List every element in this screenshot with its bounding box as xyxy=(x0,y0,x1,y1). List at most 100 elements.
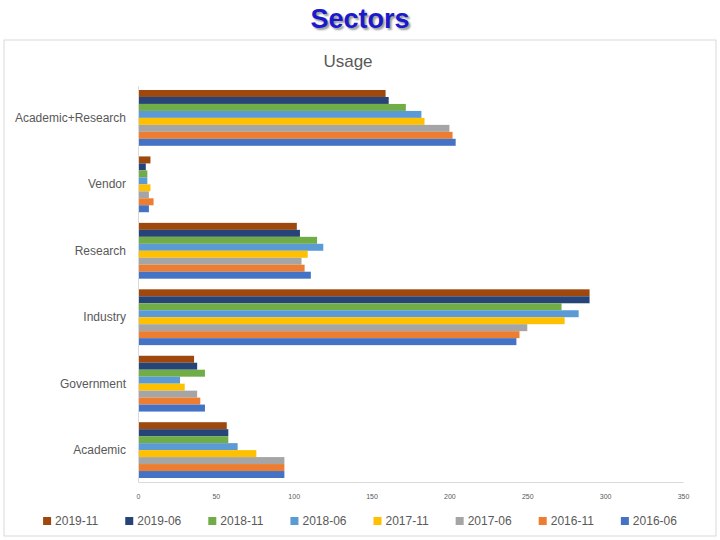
legend-item: 2017-11 xyxy=(374,514,429,528)
bar xyxy=(138,132,453,139)
y-tick: Government xyxy=(60,377,138,391)
bar xyxy=(138,317,565,324)
legend: 2019-11 2019-06 2018-11 2018-06 2017-11 2017-… xyxy=(43,514,677,528)
bar xyxy=(138,258,302,265)
legend-item: 2016-11 xyxy=(539,514,594,528)
legend-label: 2019-11 xyxy=(55,514,98,528)
bar xyxy=(138,422,227,429)
series xyxy=(138,111,579,450)
bar xyxy=(138,296,590,303)
y-tick: Vendor xyxy=(88,177,138,191)
bar xyxy=(138,118,425,125)
x-tick: 100 xyxy=(288,482,300,500)
bar xyxy=(138,391,197,398)
bar xyxy=(138,324,527,331)
plot: 050100150200250300350Academic+ResearchVe… xyxy=(15,87,690,500)
x-tick-label: 150 xyxy=(366,493,378,500)
legend-swatch xyxy=(374,517,382,525)
legend-item: 2019-11 xyxy=(43,514,98,528)
bar xyxy=(138,265,305,272)
legend-label: 2018-06 xyxy=(302,514,346,528)
bar xyxy=(138,251,308,258)
bar xyxy=(138,289,590,296)
bar xyxy=(138,338,516,345)
bars xyxy=(138,90,590,478)
legend-label: 2016-11 xyxy=(551,514,594,528)
series xyxy=(138,90,590,429)
bar xyxy=(138,205,149,212)
bar xyxy=(138,303,562,310)
legend-label: 2017-06 xyxy=(468,514,512,528)
legend-swatch xyxy=(208,517,216,525)
y-tick-label: Research xyxy=(75,244,126,258)
x-tick: 250 xyxy=(522,482,534,500)
bar xyxy=(138,398,200,405)
bar xyxy=(138,370,205,377)
bar xyxy=(138,191,149,198)
bar xyxy=(138,363,197,370)
series xyxy=(138,132,520,471)
bar xyxy=(138,184,150,191)
series xyxy=(138,104,562,443)
x-tick-label: 350 xyxy=(678,493,690,500)
legend-swatch xyxy=(290,517,298,525)
series xyxy=(138,125,527,464)
bar xyxy=(138,457,284,464)
x-axis-line xyxy=(139,482,684,483)
x-tick-label: 100 xyxy=(288,493,300,500)
legend-label: 2018-11 xyxy=(220,514,263,528)
bar xyxy=(138,384,185,391)
y-axis-line xyxy=(138,87,139,483)
bar xyxy=(138,111,421,118)
bar xyxy=(138,163,146,170)
y-tick: Industry xyxy=(83,310,138,324)
bar xyxy=(138,156,150,163)
x-tick-label: 300 xyxy=(600,493,612,500)
x-tick: 200 xyxy=(444,482,456,500)
x-tick-label: 0 xyxy=(137,493,141,500)
y-axis: Academic+Research Vendor Research Industry G… xyxy=(15,87,139,483)
y-tick-label: Academic xyxy=(73,443,126,457)
x-tick-label: 200 xyxy=(444,493,456,500)
legend-swatch xyxy=(456,517,464,525)
bar xyxy=(138,464,284,471)
bar xyxy=(138,377,180,384)
bar xyxy=(138,170,147,177)
chart-frame xyxy=(4,40,716,536)
y-tick-label: Academic+Research xyxy=(15,111,126,125)
y-tick: Academic+Research xyxy=(15,111,138,125)
bar xyxy=(138,429,228,436)
bar xyxy=(138,471,284,478)
legend-swatch xyxy=(621,517,629,525)
legend-swatch xyxy=(125,517,133,525)
chart-title: Usage xyxy=(323,52,372,71)
bar xyxy=(138,104,406,111)
y-tick: Research xyxy=(75,244,138,258)
bar xyxy=(138,230,300,237)
bar xyxy=(138,97,389,104)
legend-item: 2017-06 xyxy=(456,514,512,528)
y-tick-label: Vendor xyxy=(88,177,126,191)
series xyxy=(138,118,565,457)
series xyxy=(138,139,516,478)
x-tick: 0 xyxy=(137,482,141,500)
x-tick: 300 xyxy=(600,482,612,500)
series xyxy=(138,97,590,436)
bar xyxy=(138,405,205,412)
legend-label: 2016-06 xyxy=(633,514,677,528)
legend-label: 2017-11 xyxy=(386,514,429,528)
bar xyxy=(138,331,520,338)
legend-swatch xyxy=(43,517,51,525)
bar xyxy=(138,244,323,251)
x-tick: 150 xyxy=(366,482,378,500)
legend-item: 2019-06 xyxy=(125,514,181,528)
bar xyxy=(138,450,256,457)
page-header: Sectors xyxy=(0,0,720,38)
bar xyxy=(138,125,449,132)
bar xyxy=(138,310,579,317)
y-tick-label: Industry xyxy=(83,310,126,324)
legend-swatch xyxy=(539,517,547,525)
bar xyxy=(138,272,311,279)
legend-item: 2016-06 xyxy=(621,514,677,528)
bar xyxy=(138,443,238,450)
